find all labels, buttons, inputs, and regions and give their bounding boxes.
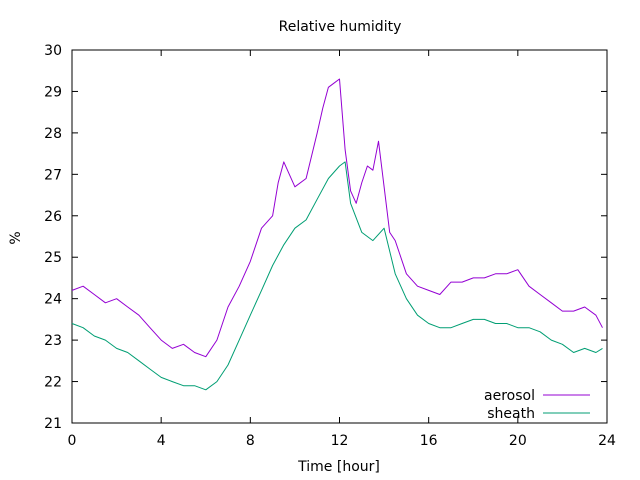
series-line-aerosol <box>71 78 603 358</box>
y-tick-label: 21 <box>44 416 62 432</box>
x-tick-label: 16 <box>420 433 438 449</box>
x-axis: 0 4 8 12 16 20 24 <box>68 50 616 449</box>
legend: aerosol sheath <box>484 388 590 422</box>
y-tick-label: 29 <box>44 84 62 100</box>
legend-label-sheath: sheath <box>487 406 535 422</box>
x-tick-label: 4 <box>157 433 166 449</box>
y-axis-title: % <box>8 231 24 244</box>
legend-label-aerosol: aerosol <box>484 388 535 404</box>
x-tick-label: 24 <box>598 433 616 449</box>
series-line-sheath <box>71 161 603 391</box>
x-tick-label: 12 <box>331 433 349 449</box>
x-tick-label: 0 <box>68 433 77 449</box>
x-tick-label: 8 <box>246 433 255 449</box>
series-layer <box>71 78 603 391</box>
y-tick-label: 23 <box>44 333 62 349</box>
y-tick-label: 25 <box>44 250 62 266</box>
y-tick-label: 30 <box>44 43 62 59</box>
x-tick-label: 20 <box>509 433 527 449</box>
y-tick-label: 22 <box>44 375 62 391</box>
chart-title: Relative humidity <box>279 19 402 35</box>
y-axis: 21 22 23 24 25 26 27 28 29 30 <box>44 43 607 432</box>
y-tick-label: 28 <box>44 126 62 142</box>
y-tick-label: 24 <box>44 292 62 308</box>
y-tick-label: 26 <box>44 209 62 225</box>
x-axis-title: Time [hour] <box>297 459 380 475</box>
plot-frame <box>71 49 608 424</box>
y-tick-label: 27 <box>44 167 62 183</box>
